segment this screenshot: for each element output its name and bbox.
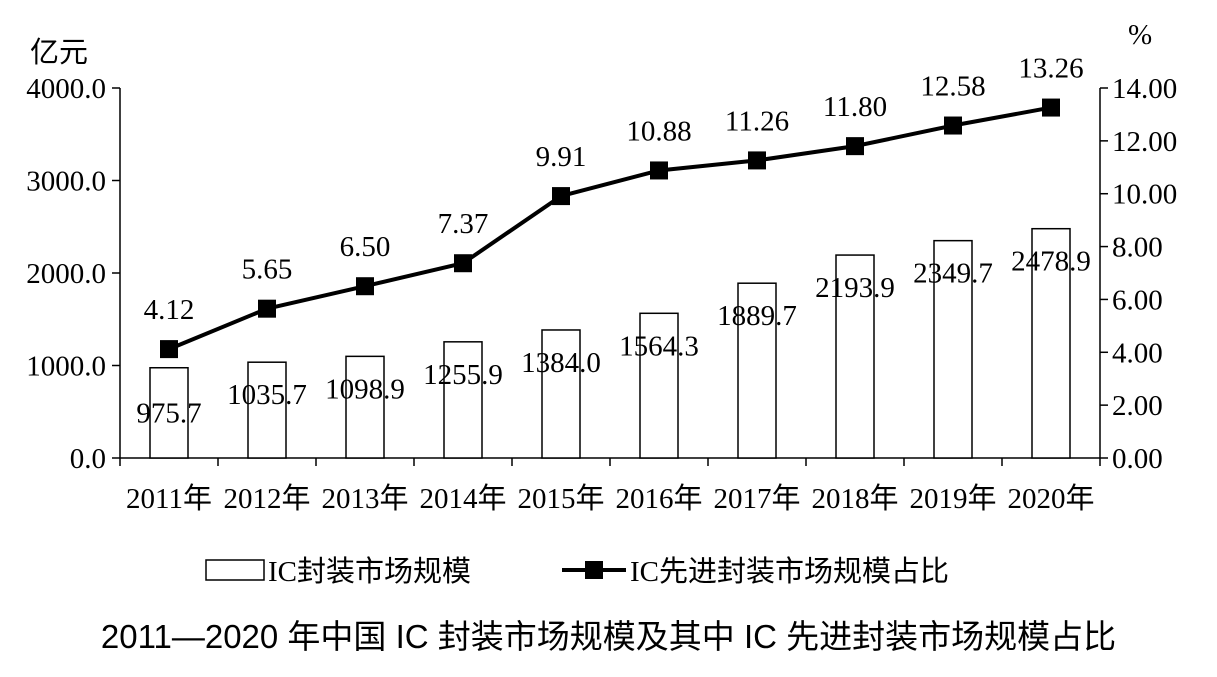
legend-line-marker [585,561,603,579]
bar [639,312,679,459]
bar-series [149,227,1071,459]
bar-value-label: 2193.9 [815,272,895,304]
line-marker [258,299,276,318]
line-marker [1042,98,1060,117]
right-tick-label: 10.00 [1112,179,1177,211]
bar [737,282,777,459]
bar-value-label: 1564.3 [619,330,699,362]
line-value-label: 7.37 [438,208,489,240]
right-tick-label: 6.00 [1112,284,1163,316]
x-tick-label: 2015年 [517,482,604,515]
line-value-label: 4.12 [144,294,195,326]
line-marker [454,254,472,273]
legend-line-label: IC先进封装市场规模占比 [630,555,949,588]
x-tick-label: 2018年 [811,482,898,515]
x-tick-label: 2011年 [126,482,212,515]
line-marker [356,277,374,296]
data-labels: 975.7 1035.7 1098.9 1255.9 1384.0 1564.3 1889.… [136,53,1091,430]
legend-bar-swatch [205,559,265,581]
left-tick-label: 4000.0 [26,73,106,105]
x-tick-label: 2012年 [223,482,310,515]
x-tick-label: 2019年 [909,482,996,515]
bar [247,361,287,459]
bar [933,239,973,459]
bar-value-label: 2478.9 [1011,246,1091,278]
left-tick-label: 0.0 [70,443,106,475]
bar [541,329,581,459]
bar [345,355,385,459]
bar-value-label: 1889.7 [717,300,797,332]
right-tick-label: 2.00 [1112,390,1163,422]
line-marker [552,187,570,206]
bar [443,341,483,459]
bar-value-label: 1255.9 [423,359,503,391]
bar [1031,227,1071,459]
chart-title: 2011—2020 年中国 IC 封装市场规模及其中 IC 先进封装市场规模占比 [100,618,1117,655]
bar-value-label: 975.7 [136,398,201,430]
left-tick-label: 1000.0 [26,351,106,383]
right-tick-label: 4.00 [1112,337,1163,369]
legend: IC封装市场规模 IC先进封装市场规模占比 [205,555,949,588]
line-value-label: 5.65 [242,254,293,286]
line-marker [944,116,962,135]
line-marker [748,151,766,170]
x-tick-label: 2017年 [713,482,800,515]
bar-value-label: 1098.9 [325,373,405,405]
line-path [168,105,1052,351]
bar-value-label: 1035.7 [227,379,307,411]
line-value-label: 9.91 [536,141,587,173]
right-tick-label: 8.00 [1112,232,1163,264]
right-axis-unit: % [1128,19,1152,51]
line-marker [650,161,668,180]
line-value-label: 11.80 [823,91,887,123]
left-tick-label: 3000.0 [26,166,106,198]
bar [835,254,875,459]
x-tick-label: 2014年 [419,482,506,515]
x-tick-label: 2016年 [615,482,702,515]
line-marker [160,340,178,359]
left-tick-label: 2000.0 [26,258,106,290]
right-tick-label: 0.00 [1112,443,1163,475]
line-series [160,98,1060,359]
line-value-label: 10.88 [626,115,691,147]
bar-value-label: 1384.0 [521,347,601,379]
line-value-label: 12.58 [920,71,985,103]
bar-value-label: 2349.7 [913,258,993,290]
bar [149,366,189,459]
line-marker [846,137,864,156]
x-tick-label: 2013年 [321,482,408,515]
left-axis-unit: 亿元 [30,36,88,69]
line-value-label: 13.26 [1018,53,1083,85]
axes: 0.0 1000.0 2000.0 3000.0 4000.0 0.00 2.00 4.00 6… [26,19,1177,515]
line-value-label: 11.26 [725,105,789,137]
right-tick-label: 12.00 [1112,126,1177,158]
legend-bar-label: IC封装市场规模 [268,555,471,588]
right-tick-label: 14.00 [1112,73,1177,105]
line-value-label: 6.50 [340,231,391,263]
x-tick-label: 2020年 [1007,482,1094,515]
